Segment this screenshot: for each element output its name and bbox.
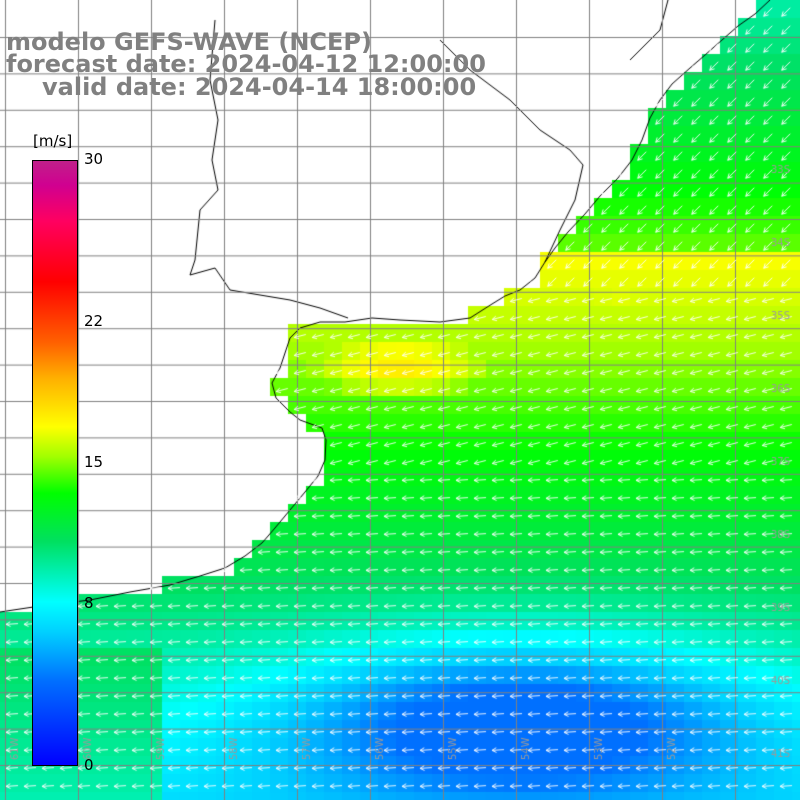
colorbar-tick-label: 30 — [84, 150, 104, 168]
title-valid-date: valid date: 2024-04-14 18:00:00 — [42, 73, 477, 101]
colorbar-tick-label: 8 — [84, 594, 94, 613]
colorbar-tick-label: 22 — [84, 311, 104, 330]
colorbar-tick-label: 15 — [84, 453, 104, 471]
colorbar — [32, 160, 78, 766]
colorbar-unit-label: [m/s] — [33, 132, 73, 150]
title-model: modelo GEFS-WAVE (NCEP) — [6, 28, 372, 56]
title-forecast-date: forecast date: 2024-04-12 12:00:00 — [6, 50, 486, 78]
colorbar-tick-label: 0 — [84, 756, 94, 774]
